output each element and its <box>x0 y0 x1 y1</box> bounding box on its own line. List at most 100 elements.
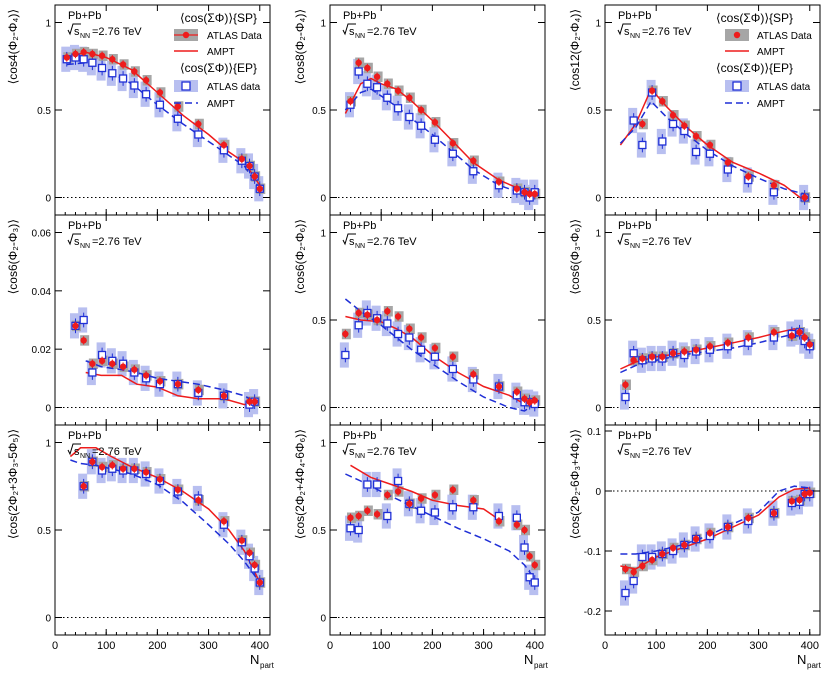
legend: ⟨cos(ΣΦ)⟩{SP} ATLAS Data AMPT ⟨cos(ΣΦ)⟩{… <box>174 11 262 110</box>
y-tick-label: 0.5 <box>37 106 51 117</box>
ep-data-point <box>354 525 363 535</box>
x-tick-label: 0 <box>327 640 333 652</box>
legend-sp-data-label: ATLAS Data <box>207 31 262 42</box>
energy-subscript: NN <box>355 243 365 250</box>
ep-data-point <box>88 368 97 377</box>
sp-data-point <box>347 514 354 521</box>
sp-data-point <box>788 498 796 505</box>
sp-data-point <box>770 182 778 189</box>
x-tick-label: 400 <box>526 640 544 652</box>
ep-data-point <box>691 147 701 157</box>
legend-right-ep-model-label: AMPT <box>757 99 785 110</box>
sp-data-point <box>622 381 629 388</box>
sp-data-point <box>513 388 521 395</box>
ep-data-point <box>97 63 107 73</box>
panel-p2: 0 0.5 1 ⟨cos8(Φ₂-Φ₄)⟩ Pb+Pb s NN =2.76 TeV <box>293 4 546 216</box>
sp-data-point <box>131 465 138 472</box>
sp-data-point <box>406 500 413 507</box>
energy-symbol: s <box>349 446 355 458</box>
energy-value: =2.76 TeV <box>92 446 142 458</box>
sp-data-point <box>495 383 503 390</box>
sp-data-point <box>347 98 354 105</box>
collision-label: Pb+Pb <box>343 220 376 232</box>
sqrt-icon <box>617 23 631 36</box>
sp-data-point <box>355 309 362 317</box>
ep-data-point <box>416 345 426 354</box>
ep-data-point <box>629 349 638 358</box>
sp-data-point <box>745 514 752 522</box>
energy-value: =2.76 TeV <box>92 26 142 38</box>
y-tick-label: 0 <box>45 614 51 625</box>
sp-data-point <box>706 529 714 537</box>
sp-data-point <box>364 64 371 72</box>
panel-p5: 0 0.5 1 ⟨cos6(Φ₂-Φ₆)⟩ Pb+Pb s NN =2.76 TeV <box>293 214 546 426</box>
sp-data-point <box>195 120 202 128</box>
ep-data-point <box>372 480 382 489</box>
ep-data-point <box>416 506 426 515</box>
ep-data-point <box>530 578 539 587</box>
ep-data-point <box>668 119 678 129</box>
sp-data-point <box>806 489 813 496</box>
ep-data-point <box>430 352 440 361</box>
x-tick-label: 200 <box>148 640 166 652</box>
energy-symbol: s <box>624 26 630 38</box>
y-tick-label: -0.1 <box>584 547 602 558</box>
energy-symbol: s <box>74 26 80 38</box>
y-tick-label: 1 <box>320 229 326 240</box>
sp-data-point <box>531 397 538 404</box>
sp-data-point <box>648 87 656 94</box>
sp-data-point <box>72 322 79 330</box>
sp-data-point <box>648 556 656 564</box>
panel-p6: 0 0.5 1 ⟨cos6(Φ₃-Φ₆)⟩ Pb+Pb s NN =2.76 TeV <box>568 214 821 426</box>
panel-p1: 0 0.5 1 ⟨cos4(Φ₂-Φ₄)⟩ Pb+Pb s NN =2.76 TeV <box>6 4 271 216</box>
y-tick-label: 1 <box>320 19 326 30</box>
sp-data-point <box>220 518 228 525</box>
sqrt-icon <box>617 233 631 246</box>
x-axis-title-sub-col3: part <box>807 661 822 670</box>
ep-data-point <box>430 508 440 517</box>
x-tick-label: 200 <box>423 640 441 652</box>
sp-data-point <box>495 178 503 185</box>
sp-data-point <box>770 329 778 336</box>
y-tick-label: 0 <box>595 194 601 205</box>
sp-data-point <box>384 80 391 87</box>
collision-label: Pb+Pb <box>68 220 101 232</box>
sp-data-point <box>109 56 116 63</box>
sp-data-point <box>142 77 150 84</box>
sp-data-point <box>109 360 116 367</box>
sp-data-point <box>72 50 79 58</box>
y-axis-label: ⟨cos12(Φ₂-Φ₄)⟩ <box>568 9 582 91</box>
sp-data-point <box>89 360 96 367</box>
sp-data-point <box>156 378 164 385</box>
sp-data-point <box>364 311 371 318</box>
sp-data-point <box>131 68 138 75</box>
y-tick-label: 1 <box>45 19 51 30</box>
x-axis-title-col1: N <box>250 652 259 667</box>
sp-data-point <box>470 157 477 164</box>
sp-data-point <box>80 337 87 344</box>
legend-sp-title: ⟨cos(ΣΦ)⟩{SP} <box>180 11 257 25</box>
sp-data-point <box>195 386 202 394</box>
sp-data-point <box>692 346 700 353</box>
sp-data-point <box>384 308 391 315</box>
sp-data-point <box>417 334 425 341</box>
ep-data-point <box>469 503 478 512</box>
y-axis-label: ⟨cos6(Φ₂-Φ₆)⟩ <box>293 219 307 294</box>
x-tick-label: 400 <box>251 640 269 652</box>
y-tick-label: 0.02 <box>32 345 52 356</box>
sp-data-point <box>417 495 425 502</box>
ep-data-point <box>194 130 203 139</box>
ep-data-point <box>629 576 638 586</box>
y-tick-label: 0 <box>595 404 601 415</box>
y-tick-label: 0 <box>595 487 601 498</box>
ep-data-point <box>638 140 647 150</box>
ep-data-point <box>638 552 647 562</box>
ep-data-point <box>416 121 426 130</box>
x-tick-label: 300 <box>749 640 767 652</box>
ampt-sp-line <box>620 487 810 570</box>
sp-data-point <box>745 334 752 341</box>
energy-value: =2.76 TeV <box>642 446 692 458</box>
ep-data-point <box>705 149 715 158</box>
y-axis-label: ⟨cos6(Φ₃-Φ₆)⟩ <box>568 219 582 295</box>
sp-data-point <box>251 173 258 180</box>
